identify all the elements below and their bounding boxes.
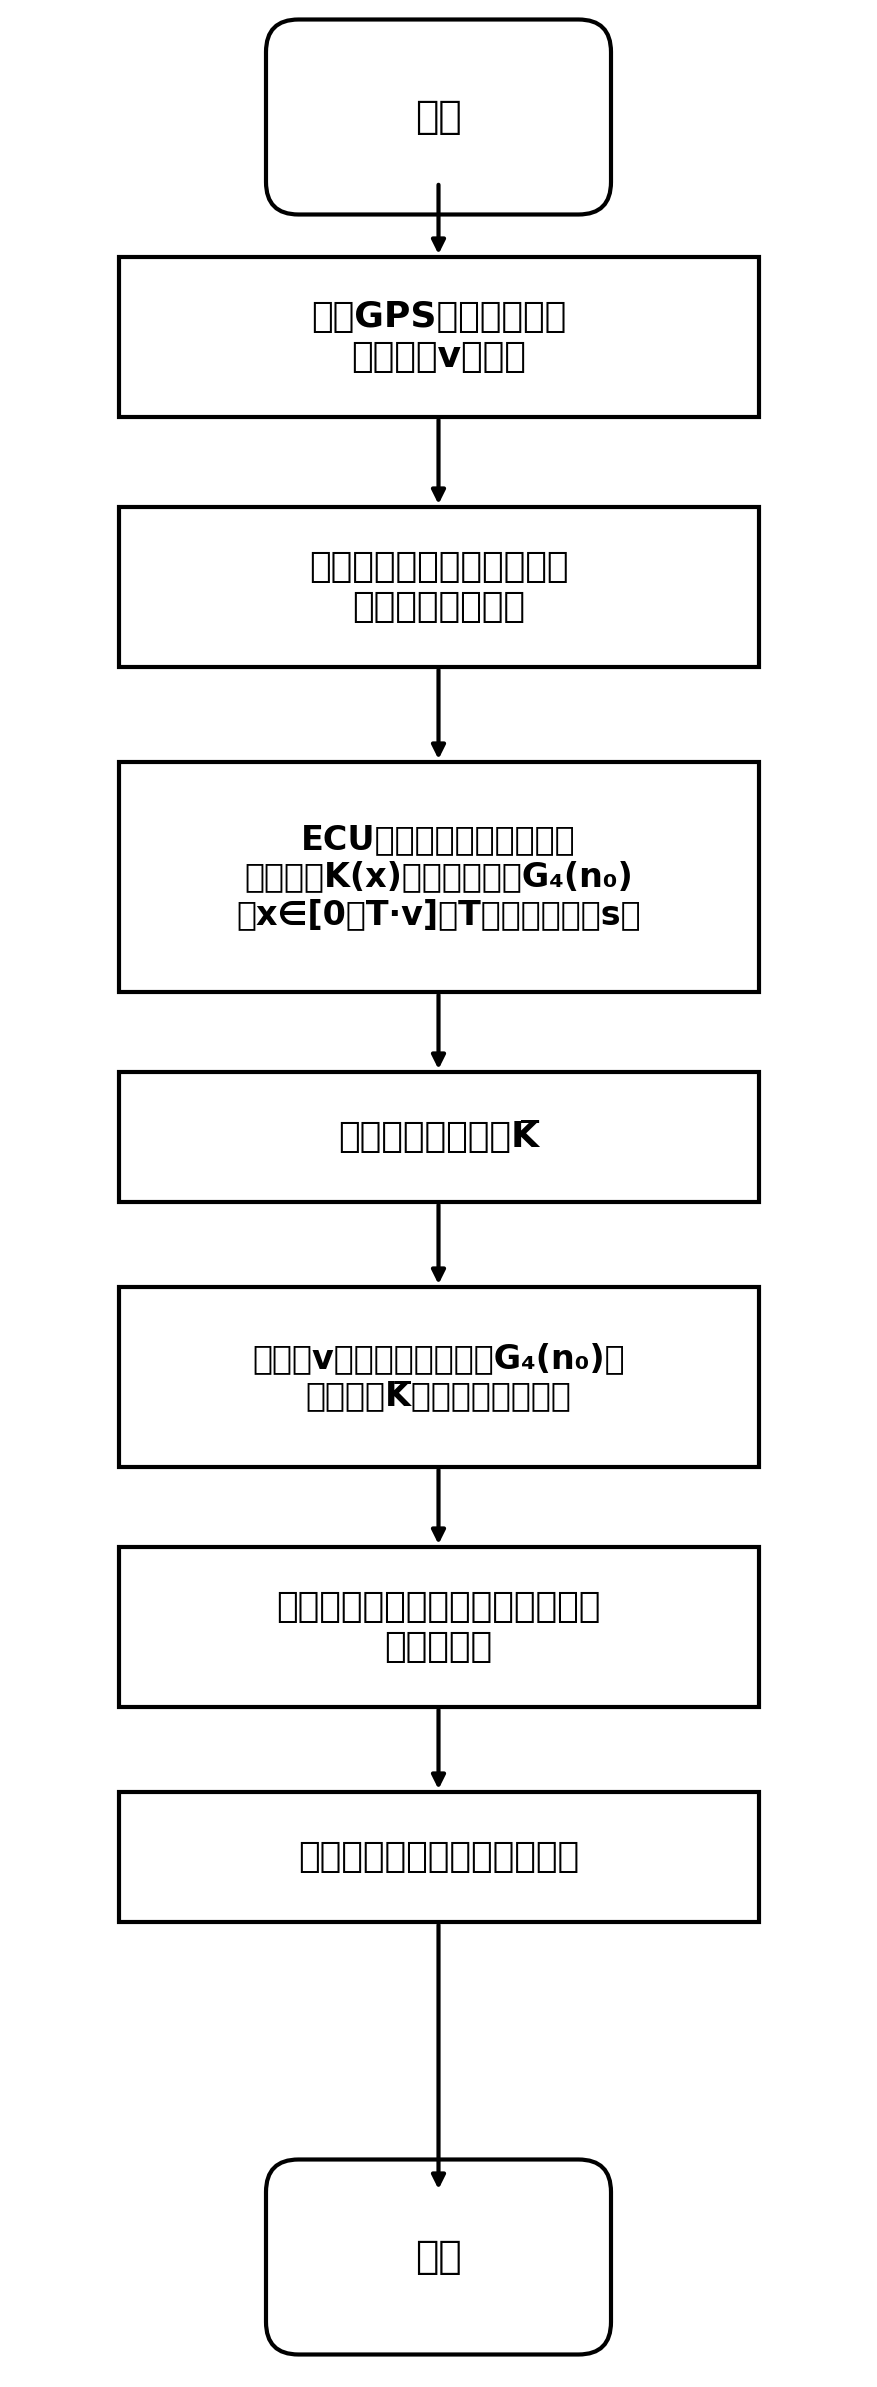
- Text: 至执行机构: 至执行机构: [384, 1630, 493, 1664]
- Text: 道路曲率K(x)和路面不平度G₄(n₀): 道路曲率K(x)和路面不平度G₄(n₀): [244, 859, 633, 893]
- Bar: [118, 1547, 759, 1707]
- Text: 计算道路曲率均値K̅: 计算道路曲率均値K̅: [338, 1120, 539, 1153]
- Text: 开始: 开始: [415, 98, 462, 136]
- Text: 当前位置地图数据: 当前位置地图数据: [352, 590, 525, 623]
- FancyBboxPatch shape: [266, 19, 611, 215]
- Bar: [118, 506, 759, 666]
- FancyBboxPatch shape: [266, 2160, 611, 2354]
- Text: 由车速v、路面不平度系数G₄(n₀)和: 由车速v、路面不平度系数G₄(n₀)和: [253, 1341, 624, 1375]
- Bar: [118, 1287, 759, 1468]
- Text: 曲率均値K̅判断阻尼控制模式: 曲率均値K̅判断阻尼控制模式: [305, 1380, 572, 1413]
- Text: 当前车速v和位置: 当前车速v和位置: [351, 341, 526, 375]
- Text: 利用地图数据下载模块下载: 利用地图数据下载模块下载: [309, 549, 568, 585]
- Text: 执行机构按控制指令进行动作: 执行机构按控制指令进行动作: [298, 1840, 579, 1874]
- Text: 切换阻尼控制模式，发送控制指令: 切换阻尼控制模式，发送控制指令: [276, 1590, 601, 1623]
- Text: 结束: 结束: [415, 2239, 462, 2275]
- Text: 利用GPS定位模块获取: 利用GPS定位模块获取: [310, 301, 567, 334]
- Bar: [118, 258, 759, 418]
- Bar: [118, 1072, 759, 1203]
- Text: （x∈[0，T·v]，T为预瞩时间，s）: （x∈[0，T·v]，T为预瞩时间，s）: [236, 898, 641, 931]
- Bar: [118, 1793, 759, 1922]
- Text: ECU读取车辆预瞩距离内的: ECU读取车辆预瞩距离内的: [301, 824, 576, 857]
- Bar: [118, 761, 759, 993]
